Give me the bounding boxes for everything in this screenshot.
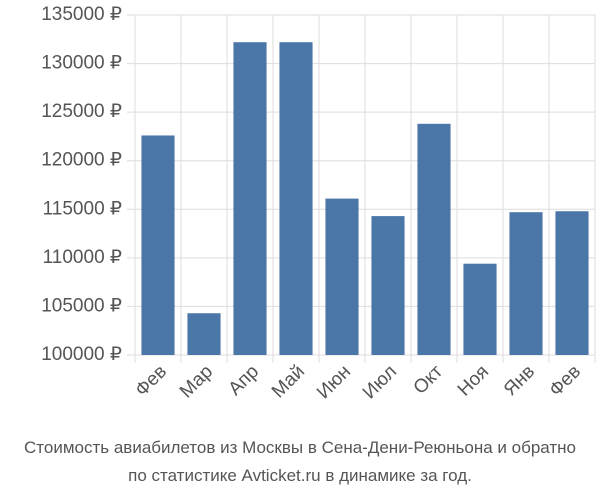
- bar: [509, 212, 543, 355]
- y-tick-label: 135000 ₽: [41, 4, 122, 25]
- y-tick-label: 130000 ₽: [41, 53, 122, 74]
- y-tick-label: 100000 ₽: [41, 344, 122, 365]
- x-tick-label: Окт: [410, 361, 448, 399]
- bar: [555, 211, 589, 355]
- x-tick-label: Май: [268, 361, 309, 402]
- bar: [325, 198, 359, 355]
- x-tick-label: Мар: [176, 361, 217, 402]
- caption-line: по статистике Avticket.ru в динамике за …: [128, 466, 472, 485]
- x-tick-label: Фев: [131, 361, 171, 401]
- bar: [233, 42, 267, 355]
- y-tick-label: 105000 ₽: [41, 295, 122, 316]
- bar: [279, 42, 313, 355]
- x-tick-label: Янв: [500, 361, 539, 400]
- x-tick-label: Апр: [225, 361, 264, 400]
- x-tick-label: Ноя: [454, 361, 493, 400]
- x-tick-label: Июл: [359, 361, 401, 403]
- bar: [371, 216, 405, 355]
- x-tick-label: Июн: [313, 361, 355, 403]
- bar: [417, 123, 451, 355]
- bar: [187, 313, 221, 355]
- y-tick-label: 110000 ₽: [43, 247, 122, 268]
- caption-line: Стоимость авиабилетов из Москвы в Сена-Д…: [24, 438, 576, 457]
- x-tick-label: Фев: [545, 361, 585, 401]
- y-tick-label: 115000 ₽: [43, 198, 122, 219]
- bar: [141, 135, 175, 355]
- y-tick-label: 120000 ₽: [41, 150, 122, 171]
- y-tick-label: 125000 ₽: [41, 101, 122, 122]
- bar: [463, 263, 497, 355]
